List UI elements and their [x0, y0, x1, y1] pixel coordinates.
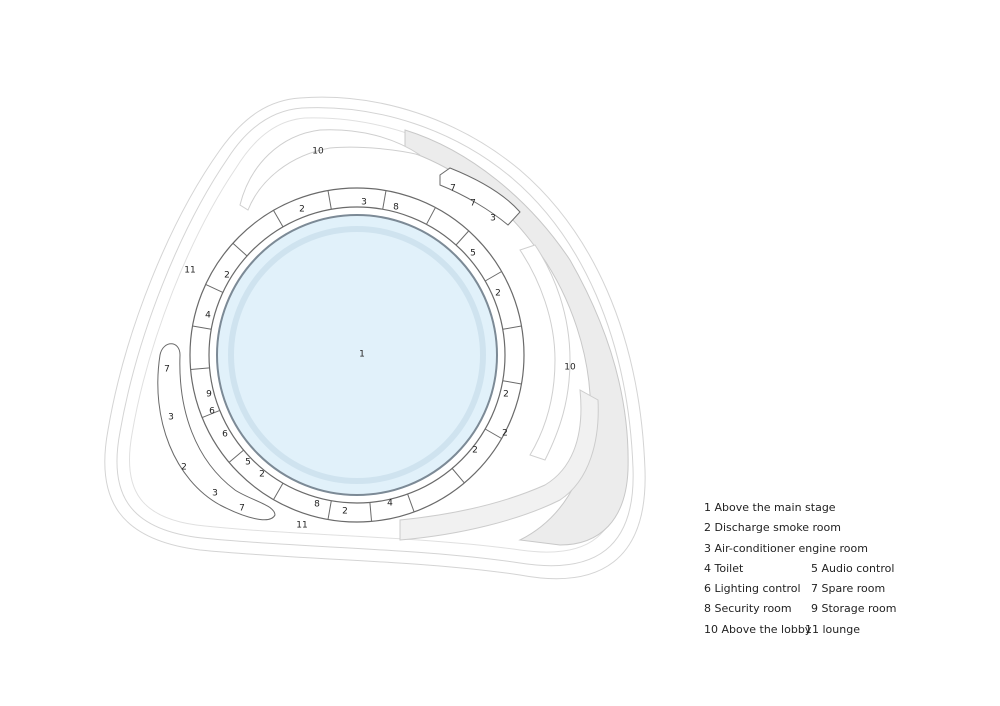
- room-label: 4: [387, 499, 393, 509]
- lobby-top: [239, 129, 421, 211]
- room-label: 6: [222, 430, 228, 440]
- legend-item: 9 Storage room: [811, 602, 897, 616]
- lower-band: [399, 389, 599, 541]
- room-label: 3: [361, 198, 367, 208]
- room-label: 5: [470, 249, 476, 259]
- room-label: 2: [503, 390, 509, 400]
- seating-ring: [228, 226, 486, 484]
- room-label: 3: [212, 489, 218, 499]
- partition-wall: [407, 493, 415, 513]
- room-label: 7: [470, 199, 476, 209]
- partition-wall: [190, 367, 210, 371]
- room-label: 3: [168, 413, 174, 423]
- room-label: 8: [314, 500, 320, 510]
- room-label: 9: [206, 390, 212, 400]
- room-label: 7: [239, 504, 245, 514]
- room-label: 2: [472, 446, 478, 456]
- room-label: 2: [299, 205, 305, 215]
- partition-wall: [205, 283, 224, 293]
- partition-wall: [455, 230, 470, 246]
- partition-wall: [426, 207, 436, 225]
- partition-wall: [327, 500, 332, 520]
- legend-item: 3 Air-conditioner engine room: [704, 541, 868, 555]
- legend-item: 2 Discharge smoke room: [704, 521, 841, 535]
- room-label: 2: [259, 470, 265, 480]
- partition-wall: [192, 325, 212, 330]
- legend-item: 11 lounge: [805, 622, 860, 636]
- partition-wall: [451, 468, 465, 484]
- lobby-right: [519, 244, 571, 461]
- room-label: 2: [495, 289, 501, 299]
- partition-wall: [382, 190, 387, 210]
- room-label: 6: [209, 407, 215, 417]
- room-label: 10: [312, 147, 324, 157]
- legend-item: 10 Above the lobby: [704, 622, 812, 636]
- room-label: 2: [342, 507, 348, 517]
- legend-item: 5 Audio control: [811, 561, 895, 575]
- main-stage: [216, 214, 498, 496]
- room-partitions: [190, 190, 522, 522]
- west-rooms: [157, 343, 276, 521]
- partition-wall: [502, 325, 522, 330]
- room-label: 11: [296, 521, 307, 531]
- room-label: 8: [393, 203, 399, 213]
- legend-item: 7 Spare room: [811, 582, 886, 596]
- room-label: 5: [245, 458, 251, 468]
- legend: 1 Above the main stage 2 Discharge smoke…: [704, 498, 897, 640]
- partition-wall: [484, 428, 502, 439]
- partition-wall: [273, 482, 284, 500]
- room-label: 7: [450, 184, 456, 194]
- service-ring: [189, 187, 525, 523]
- room-label: 2: [502, 429, 508, 439]
- partition-wall: [484, 271, 502, 282]
- room-label: 1: [359, 350, 365, 360]
- room-label: 11: [184, 266, 195, 276]
- partition-wall: [327, 190, 332, 210]
- legend-item: 6 Lighting control: [704, 582, 801, 596]
- partition-wall: [369, 502, 373, 522]
- legend-item: 8 Security room: [704, 602, 792, 616]
- room-label: 2: [224, 271, 230, 281]
- partition-wall: [273, 210, 284, 228]
- room-label: 10: [564, 363, 576, 373]
- partition-wall: [228, 449, 244, 463]
- room-label: 3: [490, 214, 496, 224]
- legend-item: 1 Above the main stage: [704, 501, 836, 514]
- legend-item: 4 Toilet: [704, 561, 744, 575]
- partition-wall: [232, 242, 248, 257]
- room-label: 7: [164, 365, 170, 375]
- partition-wall: [502, 380, 522, 385]
- partition-wall: [201, 409, 220, 419]
- northeast-rooms: [439, 167, 521, 226]
- room-label: 2: [181, 463, 187, 473]
- room-label: 4: [205, 311, 211, 321]
